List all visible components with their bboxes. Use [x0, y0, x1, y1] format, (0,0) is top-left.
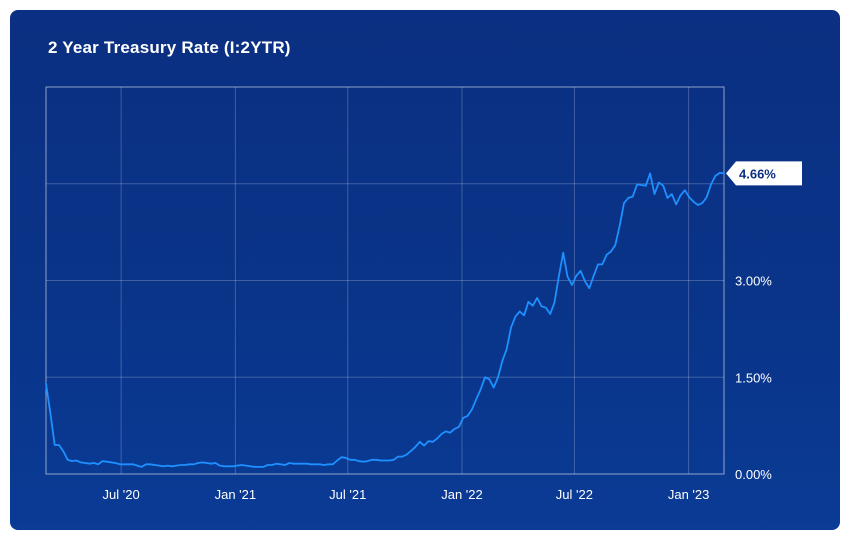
plot-frame: [45, 86, 725, 475]
horizontal-gridlines: [46, 183, 724, 378]
x-tick-label: Jan '23: [668, 487, 710, 502]
y-tick-label: 1.50%: [735, 370, 772, 385]
y-axis-labels: 0.00% 1.50% 3.00%: [735, 274, 772, 483]
x-axis-labels: Jul '20 Jan '21 Jul '21 Jan '22 Jul '22 Jan '…: [103, 487, 710, 502]
y-tick-label: 0.00%: [735, 467, 772, 482]
x-tick-label: Jan '22: [441, 487, 483, 502]
last-value-label: 4.66%: [739, 166, 776, 181]
last-value-callout: 4.66%: [726, 161, 802, 186]
x-tick-label: Jul '21: [329, 487, 366, 502]
x-tick-label: Jul '20: [103, 487, 140, 502]
last-value-callout-box: [726, 161, 802, 186]
y-tick-label: 3.00%: [735, 274, 772, 289]
x-tick-label: Jan '21: [215, 487, 257, 502]
series-line: [45, 171, 725, 468]
chart-title: 2 Year Treasury Rate (I:2YTR): [48, 38, 291, 57]
x-tick-label: Jul '22: [556, 487, 593, 502]
chart-card: [10, 10, 840, 530]
